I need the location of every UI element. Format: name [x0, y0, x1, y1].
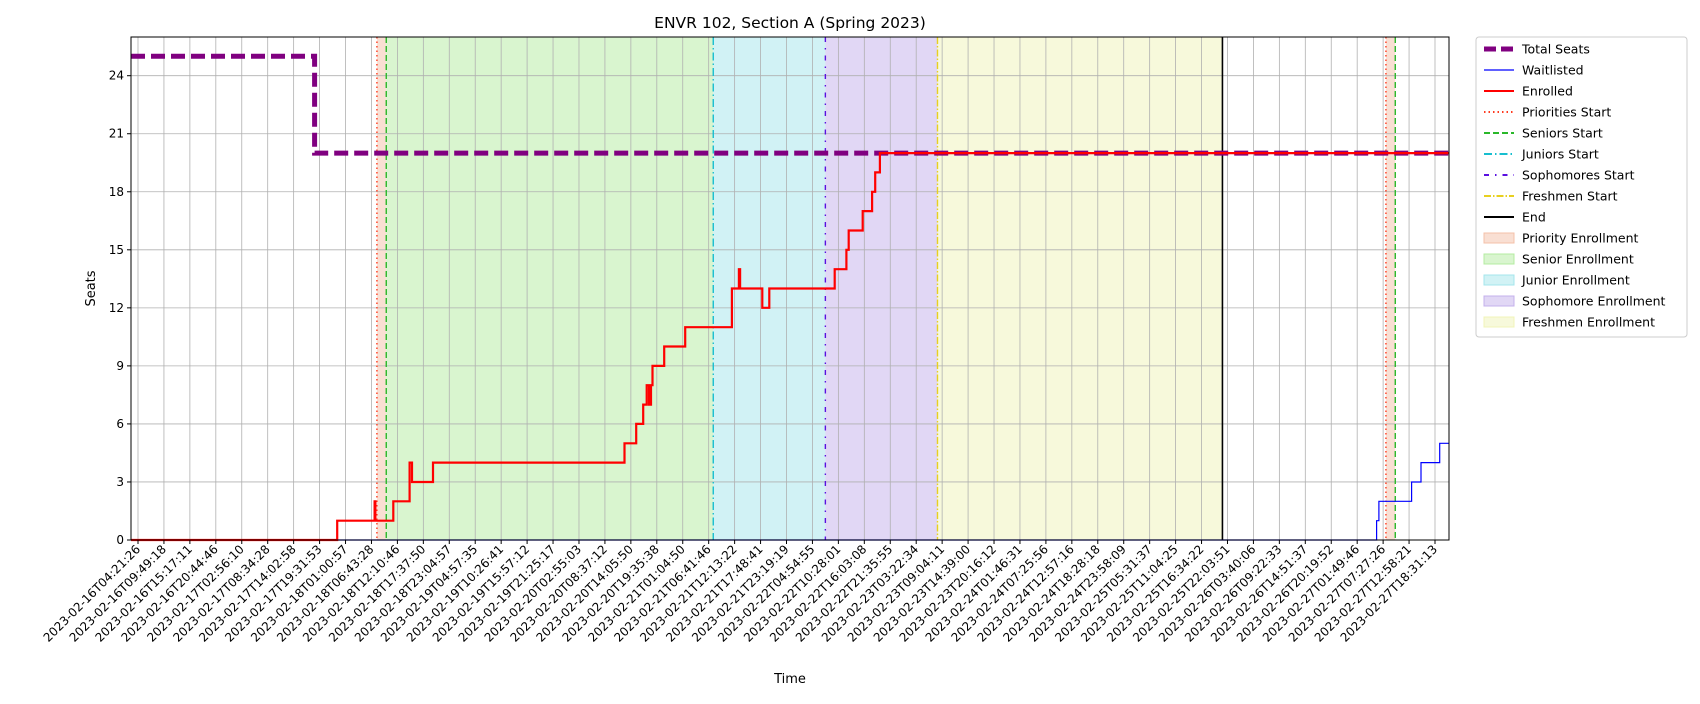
legend: Total Seats Waitlisted Enrolled Priorities … [1475, 36, 1688, 338]
y-tick-label: 3 [116, 475, 124, 489]
y-tick-label: 15 [109, 243, 124, 257]
legend-label: Waitlisted [1522, 63, 1584, 78]
enrollment-period-spans [376, 37, 1396, 540]
legend-label: Priorities Start [1522, 105, 1611, 120]
legend-label: Total Seats [1521, 42, 1590, 57]
legend-swatch-junior-enrollment [1483, 274, 1515, 286]
legend-label: Sophomores Start [1522, 168, 1635, 183]
series-waitlisted [131, 442, 1449, 541]
span-sophomore-enrollment [825, 37, 938, 540]
x-axis-title: Time [773, 672, 806, 687]
data-series [131, 53, 1449, 542]
y-tick-label: 9 [116, 359, 124, 373]
legend-frame [1475, 36, 1688, 338]
legend-label: Enrolled [1522, 84, 1573, 99]
legend-label: Freshmen Enrollment [1522, 315, 1655, 330]
x-axis-ticks: 2023-02-16T04:21:262023-02-16T09:49:1820… [41, 540, 1440, 645]
y-tick-label: 6 [116, 417, 124, 431]
legend-label: Juniors Start [1521, 147, 1599, 162]
legend-label: Junior Enrollment [1521, 273, 1630, 288]
y-tick-label: 18 [109, 185, 124, 199]
y-tick-label: 0 [116, 533, 124, 547]
legend-swatch-sophomore-enrollment [1483, 295, 1515, 307]
legend-label: Freshmen Start [1522, 189, 1618, 204]
legend-label: Seniors Start [1522, 126, 1603, 141]
series-enrolled [131, 152, 1449, 542]
legend-swatch-priority-enrollment [1483, 232, 1515, 244]
y-tick-label: 21 [109, 127, 124, 141]
legend-label: Priority Enrollment [1522, 231, 1639, 246]
span-priority-enrollment [1385, 37, 1396, 540]
chart-title: ENVR 102, Section A (Spring 2023) [654, 14, 926, 32]
span-senior-enrollment [386, 37, 714, 540]
y-tick-label: 12 [109, 301, 124, 315]
legend-label: Sophomore Enrollment [1522, 294, 1666, 309]
legend-swatch-senior-enrollment [1483, 253, 1515, 265]
grid-lines [131, 37, 1449, 541]
span-priority-enrollment [376, 37, 387, 540]
y-axis-title: Seats [84, 270, 99, 306]
span-freshmen-enrollment [937, 37, 1223, 540]
y-tick-label: 24 [109, 69, 124, 83]
legend-label: Senior Enrollment [1522, 252, 1634, 267]
legend-label: End [1522, 210, 1546, 225]
y-axis-ticks: 0 3 6 9 12 15 18 21 24 [109, 69, 131, 547]
legend-swatch-freshmen-enrollment [1483, 316, 1515, 328]
plot-frame [130, 36, 1450, 541]
